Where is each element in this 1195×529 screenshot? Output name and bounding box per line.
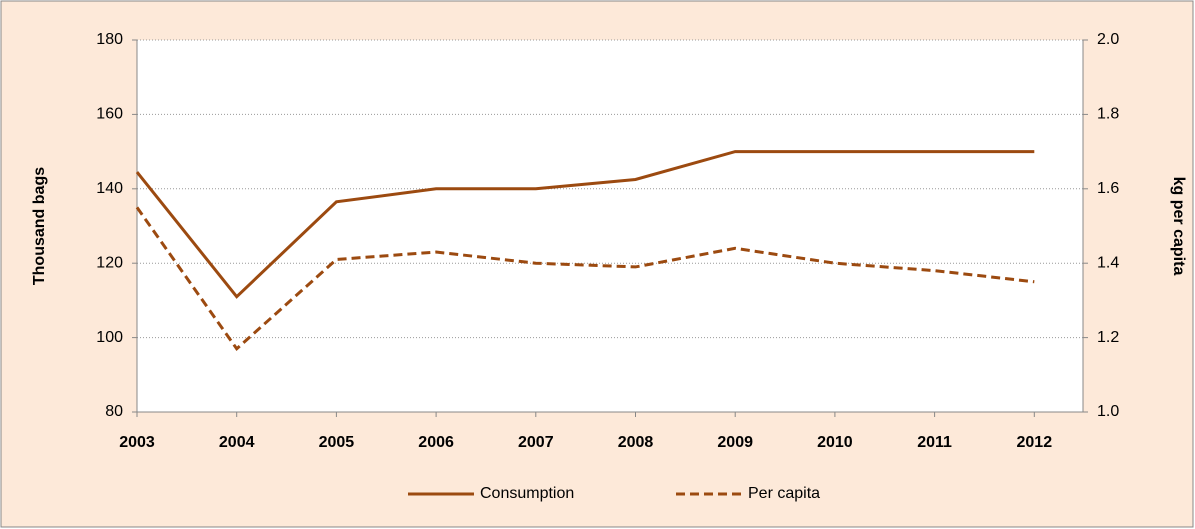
y2-tick-label: 1.4 xyxy=(1097,254,1119,271)
x-tick-label: 2009 xyxy=(717,434,753,451)
y-tick-label: 140 xyxy=(96,180,123,197)
y-tick-label: 100 xyxy=(96,329,123,346)
y2-tick-label: 2.0 xyxy=(1097,31,1119,48)
x-tick-label: 2012 xyxy=(1017,434,1053,451)
y2-tick-label: 1.6 xyxy=(1097,180,1119,197)
y-tick-label: 180 xyxy=(96,31,123,48)
x-tick-label: 2003 xyxy=(119,434,155,451)
y-tick-label: 80 xyxy=(105,403,123,420)
series-line xyxy=(135,206,1035,352)
x-tick-label: 2006 xyxy=(418,434,454,451)
y-tick-label: 160 xyxy=(96,106,123,123)
x-tick-label: 2008 xyxy=(618,434,654,451)
x-tick-label: 2011 xyxy=(917,434,952,451)
y2-tick-label: 1.2 xyxy=(1097,329,1119,346)
y-axis-title: Thousand bags xyxy=(31,167,48,285)
y-tick-label: 120 xyxy=(96,254,123,271)
x-tick-label: 2005 xyxy=(319,434,355,451)
plot-area xyxy=(137,40,1083,412)
y2-tick-label: 1.8 xyxy=(1097,106,1119,123)
x-tick-label: 2004 xyxy=(219,434,255,451)
series-line xyxy=(135,150,1035,299)
x-tick-label: 2010 xyxy=(817,434,853,451)
legend-label: Consumption xyxy=(480,485,574,502)
legend-label: Per capita xyxy=(748,485,820,502)
y2-tick-label: 1.0 xyxy=(1097,403,1119,420)
y2-axis-title: kg per capita xyxy=(1170,177,1187,276)
x-tick-label: 2007 xyxy=(518,434,554,451)
